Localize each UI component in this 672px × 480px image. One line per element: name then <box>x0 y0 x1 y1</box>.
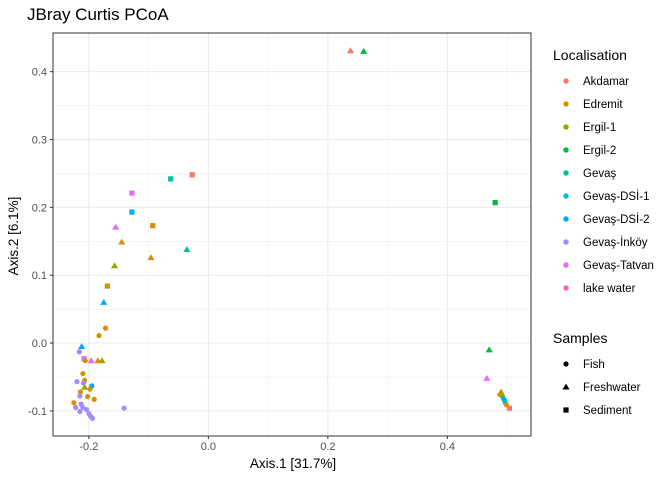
data-point <box>104 283 110 289</box>
data-point <box>87 386 93 392</box>
data-point <box>83 406 90 413</box>
legend-label: Gevaş-Tatvan <box>583 260 654 272</box>
panel-border <box>52 32 532 437</box>
data-point <box>87 357 95 364</box>
data-point <box>78 343 86 349</box>
legend-label: Sediment <box>583 405 632 417</box>
y-tick-label: 0.0 <box>32 338 47 350</box>
y-tick-label: 0.2 <box>32 202 47 214</box>
data-point <box>77 408 83 415</box>
legend-label: Gevaş-DSİ-2 <box>583 213 649 226</box>
legend-label: Gevaş <box>583 168 616 180</box>
data-point <box>168 176 174 182</box>
data-point <box>85 394 91 400</box>
data-point <box>94 357 102 364</box>
data-point <box>110 262 119 269</box>
data-point <box>492 200 498 206</box>
legend-label: Ergil-2 <box>583 145 616 157</box>
legend-key-icon <box>563 147 569 153</box>
y-tick-label: -0.1 <box>28 406 47 418</box>
x-tick-label: -0.2 <box>79 441 98 453</box>
data-point <box>506 405 513 411</box>
data-point <box>76 349 82 355</box>
data-point <box>73 404 79 411</box>
data-point <box>360 47 368 54</box>
data-point <box>121 405 127 411</box>
legend-label: Freshwater <box>583 382 641 394</box>
x-tick-label: 0.4 <box>440 441 455 453</box>
data-point <box>118 238 126 245</box>
data-point <box>91 396 97 402</box>
data-point <box>82 358 88 364</box>
data-point <box>71 400 77 406</box>
legend-key-icon <box>563 239 569 245</box>
legend-localisation: Localisation Akdamar Edremit Ergil-1 Ergil-… <box>553 47 654 295</box>
axis-ticks: -0.2 0.0 0.2 0.4 -0.1 0.0 0.1 0.2 0.3 0.4 <box>28 67 455 453</box>
legend-key-icon <box>562 383 570 390</box>
legend-label: Gevaş-İnköy <box>583 236 648 249</box>
legend-samples: Samples Fish Freshwater Sediment <box>553 330 641 417</box>
legend-label: Fish <box>583 359 605 371</box>
data-point <box>96 332 102 339</box>
data-point <box>102 325 109 331</box>
legend-key-icon <box>563 262 569 268</box>
data-point <box>129 190 135 196</box>
data-point <box>147 254 155 261</box>
legend-label: Akdamar <box>583 76 629 88</box>
data-point <box>112 223 120 230</box>
data-point <box>189 172 195 178</box>
legend-localisation-title: Localisation <box>553 47 627 63</box>
y-tick-label: 0.1 <box>32 270 47 282</box>
legend-key-icon <box>563 101 569 107</box>
x-tick-label: 0.2 <box>320 441 335 453</box>
data-point <box>100 298 108 305</box>
legend-key-icon <box>563 124 569 130</box>
data-point <box>483 374 491 381</box>
grid-lines <box>53 33 531 436</box>
data-point <box>89 415 96 421</box>
x-tick-label: 0.0 <box>201 441 216 453</box>
legend-label: lake water <box>583 283 636 295</box>
y-tick-label: 0.4 <box>32 67 47 79</box>
data-point <box>77 393 83 399</box>
data-point <box>150 223 156 229</box>
data-point <box>81 383 89 390</box>
x-axis-title: Axis.1 [31.7%] <box>250 456 336 471</box>
legend-key-icon <box>563 285 569 291</box>
data-point <box>77 389 84 395</box>
chart-title: JBray Curtis PCoA <box>27 5 169 24</box>
data-points <box>71 47 513 421</box>
y-axis-title: Axis.2 [6.1%] <box>6 197 21 276</box>
legend-key-icon <box>563 407 569 413</box>
legend-key-icon <box>563 216 569 222</box>
legend-key-icon <box>563 78 569 84</box>
legend-label: Gevaş-DSİ-1 <box>583 190 649 203</box>
data-point <box>74 379 80 385</box>
legend-key-icon <box>563 361 569 367</box>
data-point <box>183 246 191 252</box>
data-point <box>346 47 355 54</box>
legend-samples-title: Samples <box>553 330 607 346</box>
data-point <box>80 370 86 377</box>
legend-key-icon <box>563 193 569 199</box>
legend-label: Edremit <box>583 99 623 111</box>
legend-key-icon <box>563 170 569 176</box>
data-point <box>485 346 493 353</box>
y-tick-label: 0.3 <box>32 135 47 147</box>
legend-label: Ergil-1 <box>583 122 616 134</box>
data-point <box>129 209 135 215</box>
